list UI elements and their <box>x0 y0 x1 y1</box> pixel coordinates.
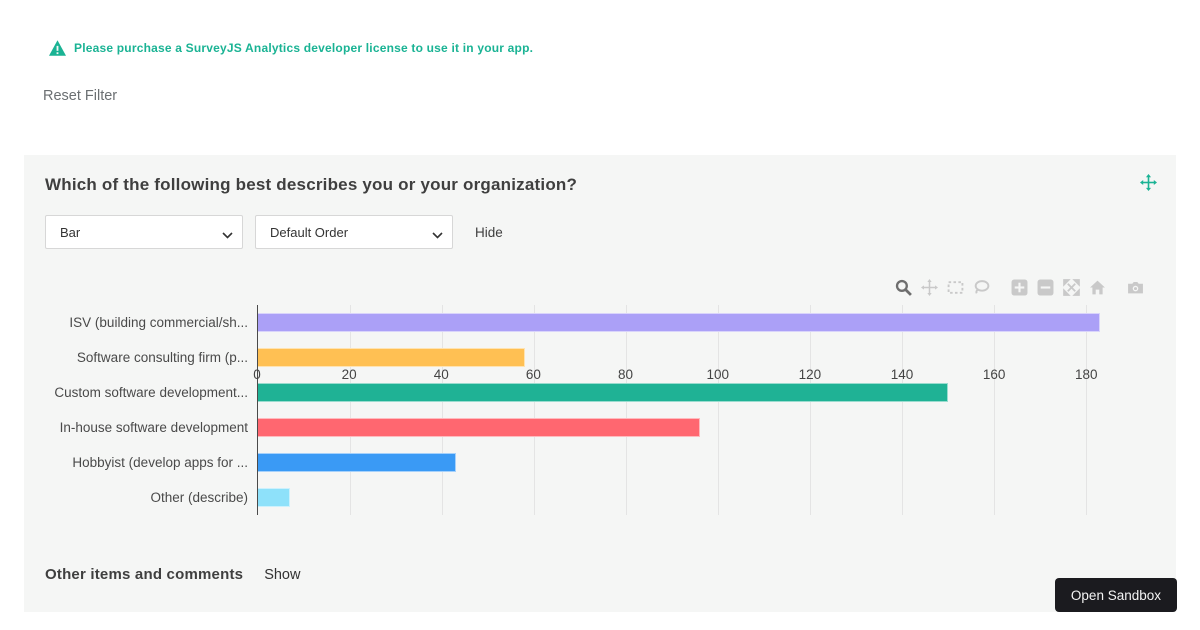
order-select[interactable]: Default Order <box>255 215 453 249</box>
gridline <box>810 305 812 515</box>
x-tick-label: 100 <box>706 367 729 382</box>
reset-filter-button[interactable]: Reset Filter <box>43 88 118 104</box>
gridline <box>1086 305 1088 515</box>
bar-chart: ISV (building commercial/sh... Software c… <box>45 305 1160 515</box>
category-labels: ISV (building commercial/sh... Software c… <box>45 305 257 515</box>
x-tick-label: 60 <box>525 367 541 382</box>
category-label: In-house software development <box>59 420 248 435</box>
bar-row <box>258 340 1160 375</box>
show-button[interactable]: Show <box>264 566 301 583</box>
chart-controls: Bar Default Order Hide <box>45 215 503 249</box>
x-tick-label: 160 <box>982 367 1006 382</box>
gridline <box>902 305 904 515</box>
category-label: Software consulting firm (p... <box>76 350 248 365</box>
x-tick-label: 80 <box>618 367 634 382</box>
bar[interactable] <box>258 383 949 402</box>
category-label: Hobbyist (develop apps for ... <box>72 455 248 470</box>
bar-row <box>258 375 1160 410</box>
box-select-icon[interactable] <box>947 279 964 296</box>
x-tick-label: 120 <box>798 367 822 382</box>
bar[interactable] <box>258 418 700 437</box>
plot-modebar <box>886 279 1144 296</box>
open-sandbox-button[interactable]: Open Sandbox <box>1054 578 1177 612</box>
zoom-out-icon[interactable] <box>1037 279 1054 296</box>
x-tick-label: 180 <box>1075 367 1098 382</box>
chart-type-select-wrap: Bar <box>45 215 243 249</box>
bar-row <box>258 305 1160 340</box>
gridline <box>994 305 996 515</box>
gridline <box>534 305 536 515</box>
bar[interactable] <box>258 348 525 367</box>
gridline <box>718 305 720 515</box>
bar-row <box>258 410 1160 445</box>
x-tick-label: 140 <box>890 367 914 382</box>
question-panel: Which of the following best describes yo… <box>24 155 1176 612</box>
order-select-wrap: Default Order <box>255 215 453 249</box>
pan-icon[interactable] <box>921 279 938 296</box>
hide-button[interactable]: Hide <box>475 224 503 240</box>
plot-area <box>257 305 1160 515</box>
x-tick-label: 20 <box>341 367 357 382</box>
x-tick-label: 0 <box>253 367 261 382</box>
panel-footer: Other items and comments Show <box>45 566 300 583</box>
license-banner-text: Please purchase a SurveyJS Analytics dev… <box>74 41 534 55</box>
bar-row <box>258 480 1160 515</box>
other-items-label: Other items and comments <box>45 566 244 583</box>
gridline <box>626 305 628 515</box>
bar[interactable] <box>258 313 1101 332</box>
category-label: Other (describe) <box>150 490 248 505</box>
bar-row <box>258 445 1160 480</box>
autoscale-icon[interactable] <box>1063 279 1080 296</box>
warning-triangle-icon <box>49 40 66 56</box>
bar[interactable] <box>258 453 456 472</box>
reset-axes-home-icon[interactable] <box>1089 279 1106 296</box>
chart-type-select[interactable]: Bar <box>45 215 243 249</box>
lasso-select-icon[interactable] <box>973 279 990 296</box>
category-label: Custom software development... <box>54 385 248 400</box>
bar[interactable] <box>258 488 291 507</box>
move-icon[interactable] <box>1140 174 1157 191</box>
x-tick-label: 40 <box>433 367 449 382</box>
question-title: Which of the following best describes yo… <box>45 175 578 194</box>
category-label: ISV (building commercial/sh... <box>69 315 248 330</box>
gridline <box>442 305 444 515</box>
zoom-in-icon[interactable] <box>1011 279 1028 296</box>
x-axis-ticks: 0 20 40 60 80 100 120 140 160 180 <box>253 367 1160 385</box>
download-plot-camera-icon[interactable] <box>1127 279 1144 296</box>
zoom-icon[interactable] <box>895 279 912 296</box>
license-banner: Please purchase a SurveyJS Analytics dev… <box>49 40 533 56</box>
gridline <box>350 305 352 515</box>
